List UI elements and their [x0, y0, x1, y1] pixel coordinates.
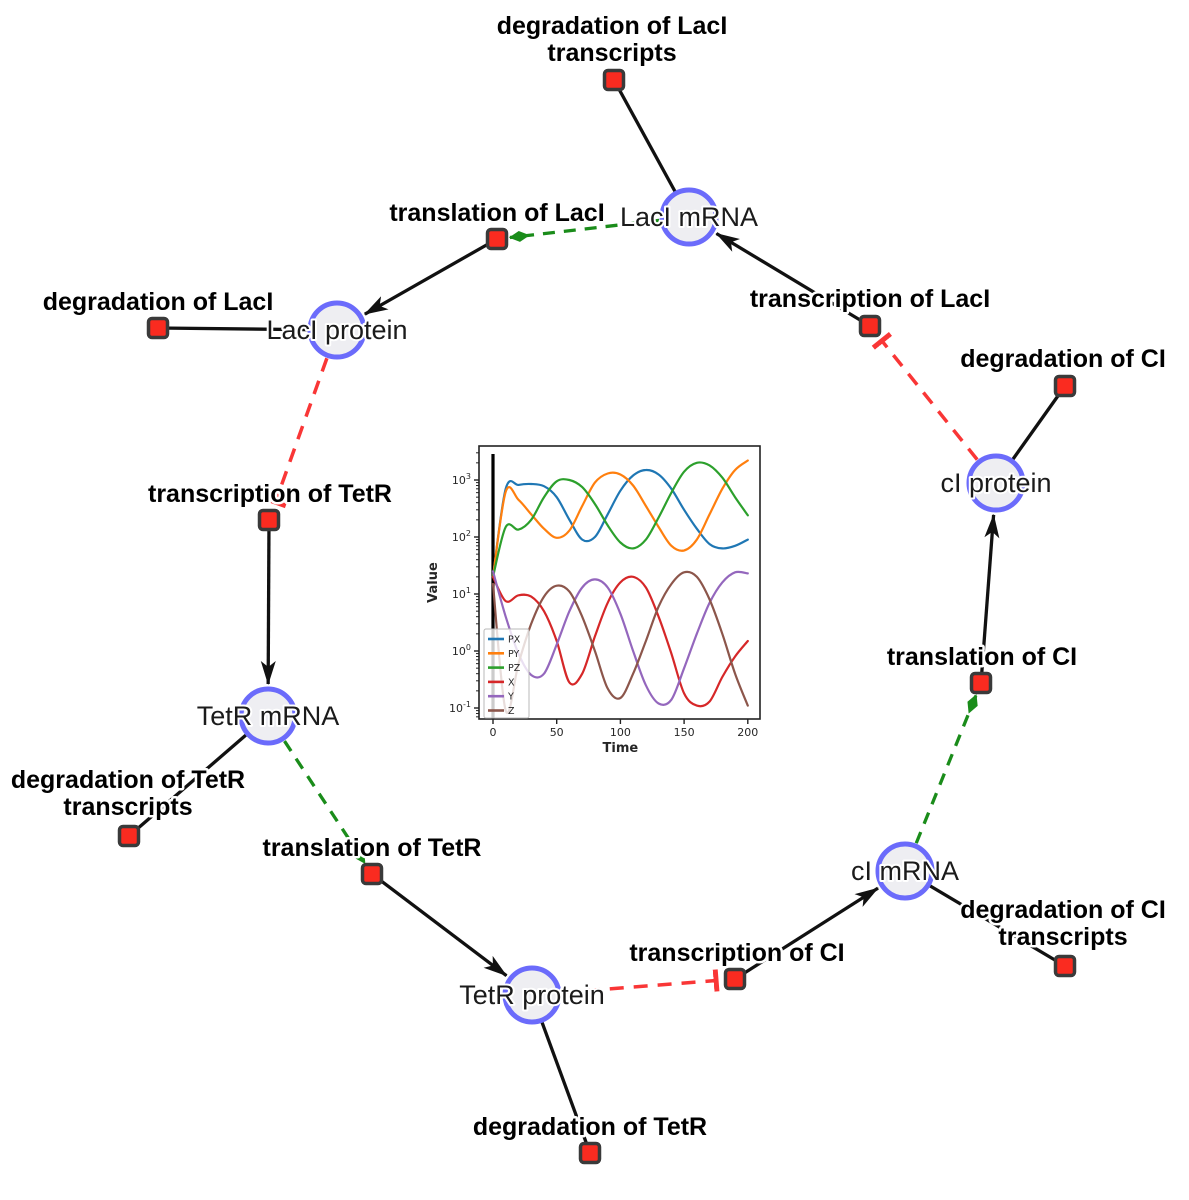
edge-translation-of-laci-laci-protein [363, 237, 498, 316]
y-tick-label: 102 [452, 529, 471, 544]
species-label-ci-mrna: cI mRNA [851, 856, 959, 886]
x-axis-label: Time [603, 741, 639, 756]
species-node-tetr-protein[interactable] [502, 965, 562, 1025]
y-tick-label: 101 [452, 586, 471, 601]
reaction-node-degradation-of-ci[interactable] [1053, 374, 1077, 398]
reaction-label-translation-of-tetr: translation of TetR [263, 834, 482, 862]
nodes-layer [117, 68, 1077, 1165]
reaction-label-transcription-of-ci: transcription of CI [629, 939, 844, 967]
edge-translation-of-ci-ci-protein [979, 513, 1000, 684]
edge-ci-mrna-degradation-of-ci-transcripts [904, 869, 1066, 968]
edge-transcription-of-ci-ci-mrna [734, 886, 879, 981]
reaction-node-transcription-of-ci[interactable] [723, 967, 747, 991]
reaction-node-translation-of-laci[interactable] [485, 227, 509, 251]
edge-ci-protein-transcription-of-laci [871, 331, 979, 461]
reaction-label-translation-of-laci: translation of LacI [389, 199, 604, 227]
legend-label-PY: PY [508, 649, 520, 660]
reaction-node-transcription-of-tetr[interactable] [257, 508, 281, 532]
y-tick-label: 100 [452, 643, 471, 658]
edge-tetr-protein-transcription-of-ci [561, 969, 720, 995]
reaction-node-degradation-of-tetr-transcripts[interactable] [117, 824, 141, 848]
reaction-label-degradation-of-ci: degradation of CI [960, 345, 1166, 373]
y-axis-label: Value [426, 562, 441, 603]
edges-layer [127, 79, 1067, 1154]
y-tick-label: 103 [452, 472, 471, 487]
edge-laci-protein-degradation-of-laci [157, 326, 338, 332]
species-node-tetr-mrna[interactable] [238, 686, 298, 746]
series-line-X [491, 575, 749, 708]
reaction-label-transcription-of-tetr: transcription of TetR [148, 480, 392, 508]
reaction-label-transcription-of-laci: transcription of LacI [750, 285, 990, 313]
species-node-ci-protein[interactable] [966, 453, 1026, 513]
x-tick-label: 0 [490, 726, 497, 739]
legend-label-PX: PX [508, 635, 521, 646]
species-label-tetr-protein: TetR protein [459, 980, 605, 1010]
legend-box [483, 628, 530, 719]
edge-ci-mrna-translation-of-ci [914, 694, 978, 844]
reaction-label-degradation-of-laci: degradation of LacI [43, 288, 274, 316]
edge-laci-protein-transcription-of-tetr [264, 357, 329, 509]
inset-plot: 0 50 100 150 200 10-1 100 101 102 103 Time Value PX P… [426, 445, 761, 756]
edge-transcription-of-laci-laci-mrna [715, 232, 871, 328]
series-line-PX [491, 468, 749, 578]
series-line-Y [491, 570, 749, 707]
edge-translation-of-tetr-tetr-protein [371, 872, 508, 978]
species-node-laci-protein[interactable] [307, 300, 367, 360]
edge-tetr-mrna-degradation-of-tetr-transcripts [127, 714, 270, 838]
reaction-node-translation-of-tetr[interactable] [360, 862, 384, 886]
y-tick-label: 10-1 [449, 700, 471, 715]
reaction-node-degradation-of-ci-transcripts[interactable] [1053, 954, 1077, 978]
reaction-node-transcription-of-laci[interactable] [858, 314, 882, 338]
reaction-node-translation-of-ci[interactable] [969, 671, 993, 695]
reaction-label-translation-of-ci: translation of CI [887, 643, 1077, 671]
species-label-laci-mrna: LacI mRNA [620, 202, 758, 232]
x-tick-label: 50 [550, 726, 564, 739]
reaction-label-degradation-of-ci-transcripts: degradation of CI transcripts [960, 896, 1166, 951]
reaction-node-degradation-of-tetr[interactable] [578, 1141, 602, 1165]
series-line-PY [491, 459, 749, 578]
edge-tetr-mrna-translation-of-tetr [283, 740, 367, 865]
edge-transcription-of-tetr-tetr-mrna [260, 519, 276, 686]
species-label-tetr-mrna: TetR mRNA [197, 701, 340, 731]
reaction-node-degradation-of-laci[interactable] [146, 316, 170, 340]
legend-label-PZ: PZ [508, 663, 521, 674]
reaction-label-degradation-of-tetr-transcripts: degradation of TetR transcripts [11, 766, 245, 821]
legend-label-Z: Z [508, 706, 515, 717]
legend-label-Y: Y [507, 692, 514, 703]
reaction-label-degradation-of-laci-transcripts: degradation of LacI transcripts [497, 12, 728, 67]
species-node-laci-mrna[interactable] [659, 187, 719, 247]
legend-label-X: X [508, 677, 515, 688]
labels-layer: degradation of LacI transcripts translatio… [8, 10, 1168, 1144]
reaction-node-degradation-of-laci-transcripts[interactable] [602, 68, 626, 92]
reaction-label-degradation-of-tetr: degradation of TetR [473, 1113, 707, 1141]
species-node-ci-mrna[interactable] [875, 841, 935, 901]
x-tick-label: 200 [737, 726, 758, 739]
series-line-Z [491, 570, 749, 715]
edge-laci-mrna-translation-of-laci [508, 218, 660, 242]
series-line-PZ [491, 461, 749, 578]
x-tick-label: 150 [674, 726, 695, 739]
species-label-laci-protein: LacI protein [266, 315, 407, 345]
x-tick-label: 100 [610, 726, 631, 739]
species-label-ci-protein: cI protein [940, 468, 1051, 498]
